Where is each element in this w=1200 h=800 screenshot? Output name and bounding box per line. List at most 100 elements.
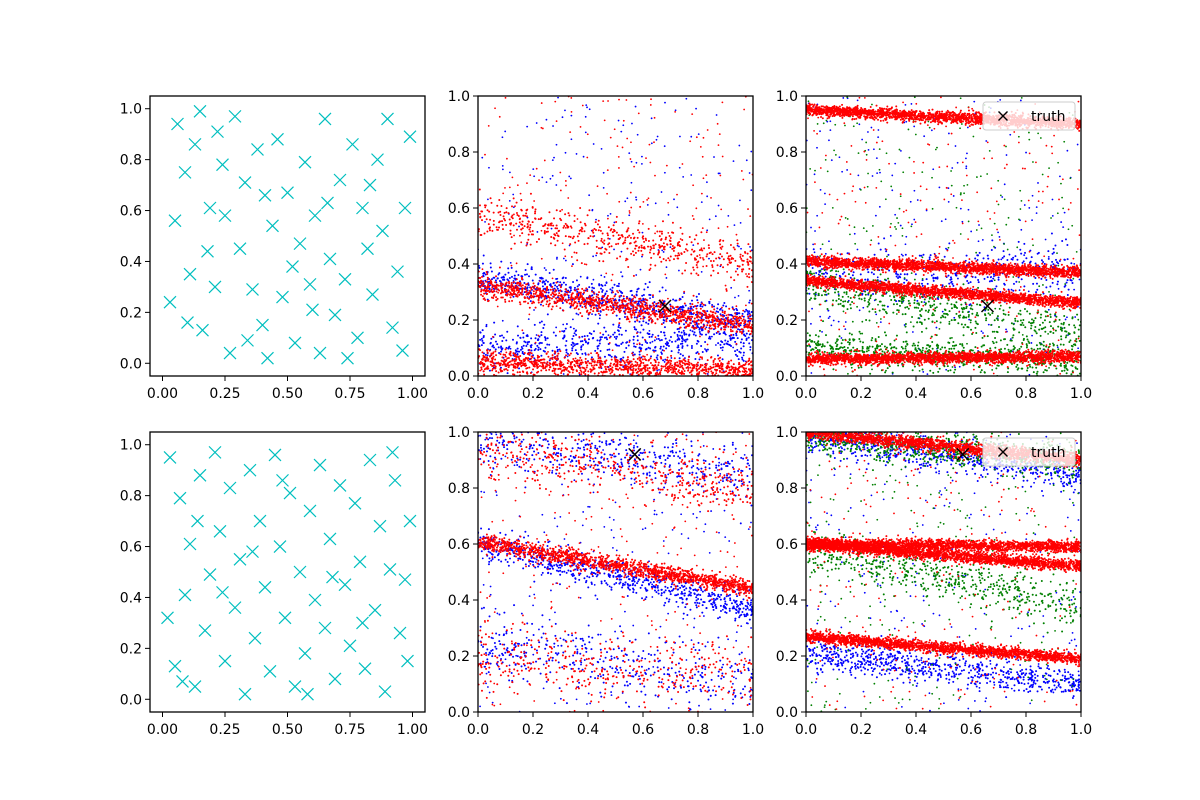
- y-tick-label: 0.4: [448, 257, 470, 273]
- data-dot: [660, 381, 662, 383]
- data-dot: [496, 204, 499, 207]
- data-dot: [518, 293, 521, 296]
- data-dot: [708, 300, 711, 303]
- data-dot: [641, 358, 644, 361]
- data-dot: [479, 286, 482, 289]
- data-dot: [674, 299, 677, 302]
- data-dot: [814, 230, 816, 232]
- data-dot: [718, 133, 721, 136]
- data-dot: [542, 367, 545, 370]
- data-dot: [603, 355, 606, 358]
- data-dot: [742, 354, 745, 357]
- data-dot: [678, 366, 681, 369]
- data-dot: [603, 299, 606, 302]
- data-dot: [673, 365, 676, 368]
- data-dot: [490, 270, 493, 273]
- data-dot: [641, 343, 644, 346]
- data-dot: [579, 303, 582, 306]
- data-dot: [671, 305, 674, 308]
- data-dot: [676, 257, 679, 260]
- data-dot: [543, 361, 546, 364]
- data-dot: [859, 273, 862, 276]
- data-dot: [613, 221, 616, 224]
- data-dot: [705, 368, 708, 371]
- data-dot: [535, 122, 538, 124]
- data-dot: [488, 369, 491, 372]
- data-dot: [519, 303, 522, 306]
- data-dot: [636, 304, 639, 307]
- data-dot: [643, 247, 646, 250]
- data-dot: [508, 276, 511, 279]
- data-dot: [654, 364, 657, 367]
- data-dot: [660, 365, 663, 368]
- data-dot: [720, 255, 723, 258]
- data-dot: [608, 348, 611, 351]
- data-dot: [605, 281, 608, 284]
- data-dot: [639, 205, 642, 208]
- data-dot: [701, 351, 704, 354]
- data-dot: [647, 245, 650, 248]
- data-dot: [537, 296, 540, 299]
- data-dot: [619, 358, 622, 361]
- data-dot: [689, 140, 692, 143]
- data-dot: [713, 308, 716, 311]
- x-marker-point: [351, 331, 364, 345]
- data-dot: [592, 231, 595, 234]
- data-dot: [494, 366, 497, 369]
- data-dot: [828, 240, 830, 243]
- data-dot: [698, 311, 701, 314]
- data-dot: [846, 252, 849, 255]
- data-dot: [492, 351, 495, 354]
- data-dot: [482, 254, 485, 257]
- data-dot: [605, 290, 608, 293]
- data-dot: [687, 358, 690, 361]
- data-dot: [735, 325, 738, 328]
- data-dot: [513, 274, 516, 277]
- data-dot: [571, 360, 574, 363]
- data-dot: [685, 338, 688, 341]
- data-dot: [872, 148, 875, 151]
- data-dot: [584, 338, 586, 340]
- x-marker-point: [318, 112, 332, 126]
- data-dot: [508, 353, 511, 356]
- data-dot: [611, 304, 614, 307]
- data-dot: [615, 231, 618, 234]
- data-dot: [695, 342, 698, 345]
- data-dot: [515, 211, 518, 214]
- data-dot: [601, 289, 604, 292]
- data-dot: [611, 307, 614, 310]
- x-marker-point: [203, 201, 217, 215]
- data-dot: [495, 226, 498, 229]
- data-dot: [534, 306, 537, 309]
- data-dot: [613, 362, 616, 365]
- data-dot: [609, 305, 612, 308]
- x-marker-point: [163, 295, 177, 309]
- data-dot: [649, 357, 652, 360]
- data-dot: [543, 232, 546, 235]
- data-dot: [705, 314, 708, 317]
- data-dot: [695, 320, 698, 323]
- data-dot: [842, 97, 845, 99]
- data-dot: [572, 304, 575, 307]
- data-dot: [590, 282, 593, 285]
- data-dot: [545, 365, 548, 368]
- data-dot: [657, 301, 660, 304]
- data-dot: [654, 264, 657, 267]
- data-dot: [670, 354, 673, 357]
- data-dot: [484, 360, 487, 363]
- data-dot: [606, 169, 609, 171]
- data-dot: [538, 179, 540, 182]
- data-dot: [654, 174, 656, 177]
- data-dot: [703, 247, 706, 250]
- data-dot: [724, 325, 727, 328]
- data-dot: [642, 308, 645, 311]
- data-dot: [491, 367, 494, 370]
- data-dot: [555, 209, 558, 212]
- data-dot: [681, 361, 684, 364]
- data-dot: [510, 266, 513, 269]
- data-dot: [733, 322, 736, 325]
- data-dot: [701, 380, 703, 382]
- data-dot: [497, 371, 500, 374]
- data-dot: [687, 366, 690, 369]
- data-dot: [490, 377, 492, 379]
